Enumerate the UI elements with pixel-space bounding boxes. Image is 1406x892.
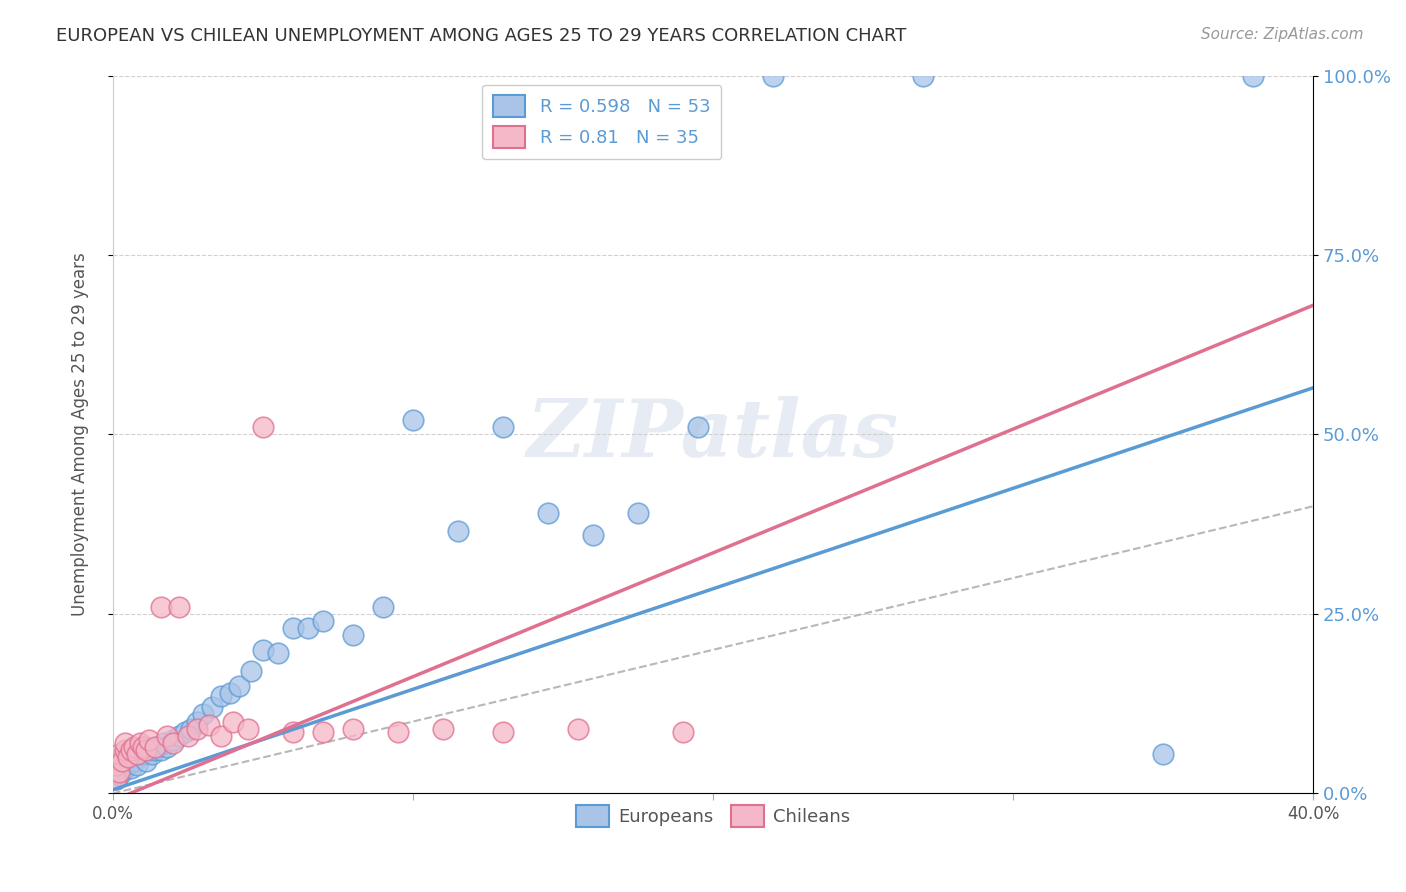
Point: [108, 747, 131, 761]
Point: [342, 722, 364, 736]
Point: [371, 599, 394, 614]
Point: [173, 725, 195, 739]
Point: [191, 707, 214, 722]
Point: [143, 739, 166, 754]
Point: [228, 679, 250, 693]
Point: [387, 725, 409, 739]
Point: [209, 729, 232, 743]
Point: [177, 729, 200, 743]
Point: [111, 750, 134, 764]
Point: [149, 599, 172, 614]
Point: [120, 743, 142, 757]
Point: [582, 528, 605, 542]
Point: [297, 621, 319, 635]
Point: [122, 739, 145, 754]
Point: [281, 621, 304, 635]
Point: [267, 646, 290, 660]
Point: [108, 768, 131, 782]
Point: [156, 729, 179, 743]
Point: [762, 69, 785, 83]
Point: [146, 739, 169, 754]
Point: [402, 413, 425, 427]
Point: [122, 754, 145, 768]
Point: [120, 750, 142, 764]
Point: [912, 69, 935, 83]
Point: [153, 736, 176, 750]
Point: [1241, 69, 1264, 83]
Point: [236, 722, 259, 736]
Point: [143, 743, 166, 757]
Point: [198, 718, 221, 732]
Point: [167, 599, 190, 614]
Point: [149, 743, 172, 757]
Point: [252, 642, 274, 657]
Point: [141, 747, 163, 761]
Point: [432, 722, 454, 736]
Point: [104, 764, 127, 779]
Point: [120, 761, 142, 775]
Point: [492, 725, 515, 739]
Point: [186, 714, 208, 729]
Point: [117, 757, 139, 772]
Point: [222, 714, 245, 729]
Point: [252, 420, 274, 434]
Text: ZIPatlas: ZIPatlas: [527, 396, 898, 473]
Point: [125, 757, 148, 772]
Point: [180, 722, 202, 736]
Y-axis label: Unemployment Among Ages 25 to 29 years: Unemployment Among Ages 25 to 29 years: [72, 252, 89, 616]
Point: [447, 524, 470, 539]
Point: [201, 700, 224, 714]
Point: [219, 686, 242, 700]
Point: [312, 725, 335, 739]
Point: [156, 739, 179, 754]
Point: [186, 722, 208, 736]
Point: [138, 743, 160, 757]
Point: [117, 747, 139, 761]
Point: [686, 420, 709, 434]
Point: [108, 764, 131, 779]
Point: [135, 754, 157, 768]
Point: [104, 757, 127, 772]
Point: [117, 750, 139, 764]
Point: [672, 725, 695, 739]
Point: [138, 732, 160, 747]
Point: [125, 747, 148, 761]
Text: EUROPEAN VS CHILEAN UNEMPLOYMENT AMONG AGES 25 TO 29 YEARS CORRELATION CHART: EUROPEAN VS CHILEAN UNEMPLOYMENT AMONG A…: [56, 27, 907, 45]
Point: [111, 764, 134, 779]
Point: [135, 743, 157, 757]
Point: [162, 732, 184, 747]
Point: [132, 747, 155, 761]
Point: [108, 757, 131, 772]
Point: [209, 690, 232, 704]
Point: [111, 754, 134, 768]
Legend: Europeans, Chileans: Europeans, Chileans: [569, 798, 858, 835]
Point: [104, 772, 127, 786]
Point: [104, 772, 127, 786]
Point: [128, 747, 150, 761]
Point: [492, 420, 515, 434]
Point: [114, 743, 136, 757]
Point: [114, 736, 136, 750]
Point: [167, 729, 190, 743]
Point: [114, 754, 136, 768]
Point: [342, 628, 364, 642]
Point: [281, 725, 304, 739]
Point: [1152, 747, 1174, 761]
Point: [537, 507, 560, 521]
Point: [132, 739, 155, 754]
Point: [312, 614, 335, 628]
Point: [114, 761, 136, 775]
Point: [128, 736, 150, 750]
Text: Source: ZipAtlas.com: Source: ZipAtlas.com: [1201, 27, 1364, 42]
Point: [239, 665, 262, 679]
Point: [567, 722, 589, 736]
Point: [627, 507, 650, 521]
Point: [162, 736, 184, 750]
